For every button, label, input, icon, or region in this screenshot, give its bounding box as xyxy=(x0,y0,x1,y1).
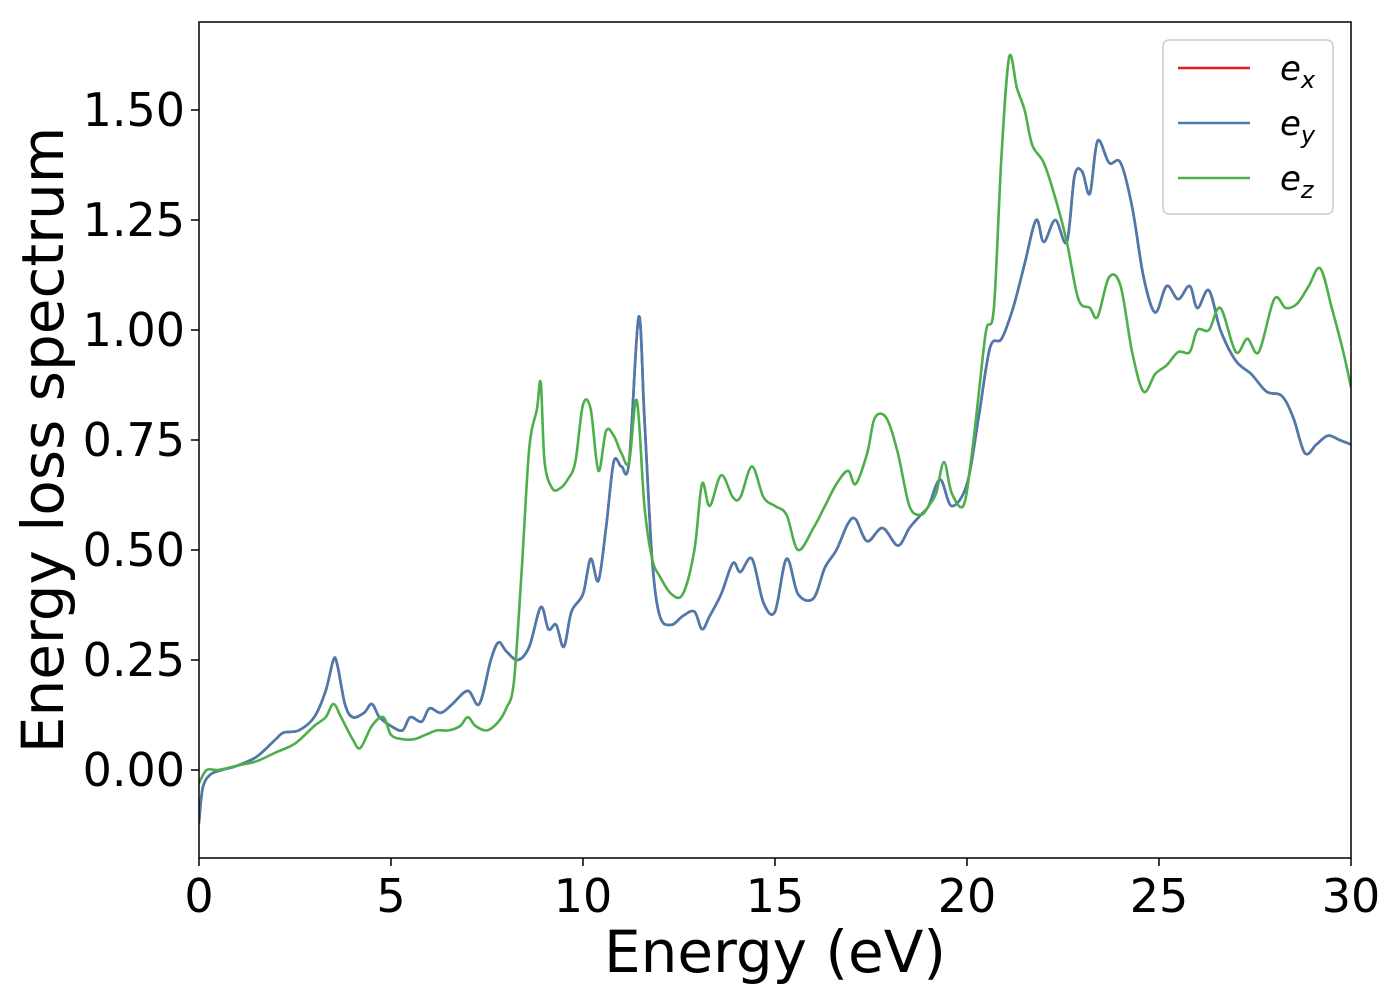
series-line-ey xyxy=(199,138,1351,825)
x-tick-label: 5 xyxy=(376,869,405,923)
x-tick-label: 30 xyxy=(1322,869,1381,923)
legend-label-ez: ez xyxy=(1280,159,1315,204)
x-tick-label: 25 xyxy=(1130,869,1189,923)
y-tick-label: 0.50 xyxy=(83,523,185,577)
x-tick-label: 10 xyxy=(554,869,613,923)
x-axis-label: Energy (eV) xyxy=(604,918,946,986)
legend-label-ex: ex xyxy=(1280,49,1316,94)
y-tick-label: 0.75 xyxy=(83,413,185,467)
x-axis-ticks: 0 5 10 15 20 25 30 xyxy=(184,858,1380,923)
y-tick-label: 0.00 xyxy=(83,743,185,797)
x-tick-label: 0 xyxy=(184,869,213,923)
y-tick-label: 1.00 xyxy=(83,303,185,357)
y-axis-ticks: 0.00 0.25 0.50 0.75 1.00 1.25 1.50 xyxy=(83,83,199,797)
y-tick-label: 1.25 xyxy=(83,193,185,247)
x-tick-label: 15 xyxy=(746,869,805,923)
y-tick-label: 0.25 xyxy=(83,633,185,687)
legend: ex ey ez xyxy=(1162,39,1334,215)
y-axis-label: Energy loss spectrum xyxy=(9,127,77,753)
x-tick-label: 20 xyxy=(938,869,997,923)
legend-label-ey: ey xyxy=(1280,104,1316,149)
legend-box xyxy=(1162,39,1334,215)
series-lines xyxy=(199,53,1351,825)
series-line-ex xyxy=(199,138,1351,825)
series-line-ez xyxy=(199,53,1351,785)
y-tick-label: 1.50 xyxy=(83,83,185,137)
